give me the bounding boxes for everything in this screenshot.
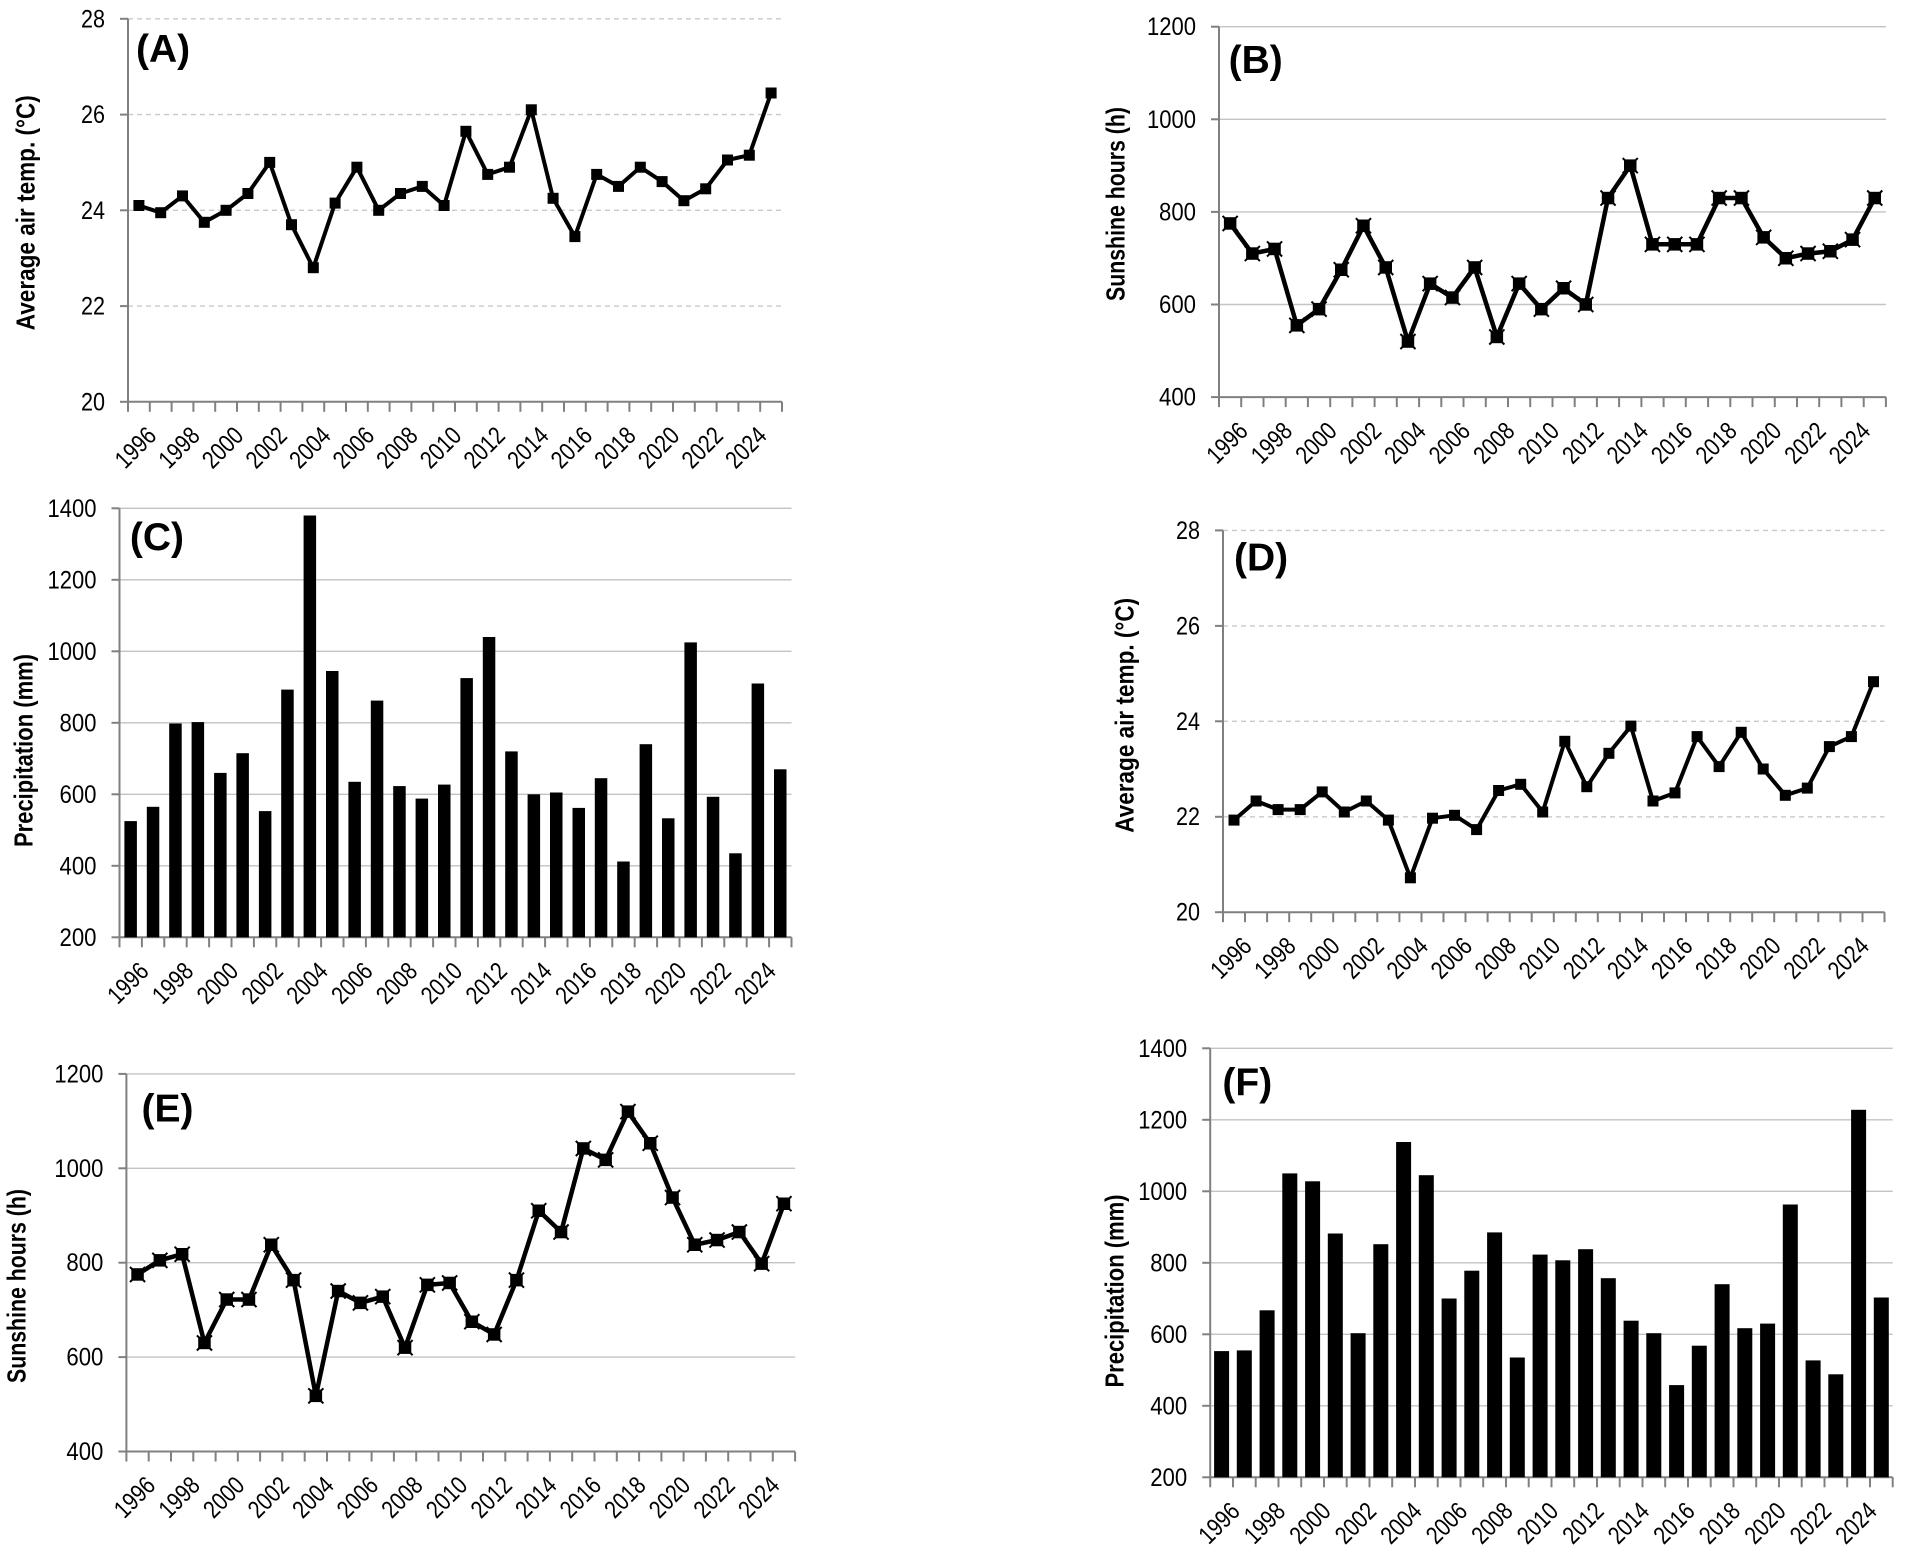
svg-text:(B): (B)	[1229, 39, 1283, 82]
svg-text:1200: 1200	[1147, 13, 1196, 41]
svg-text:400: 400	[66, 1438, 103, 1466]
svg-text:Precipitation (mm): Precipitation (mm)	[9, 654, 39, 847]
svg-text:28: 28	[81, 5, 105, 33]
svg-text:1400: 1400	[48, 495, 97, 523]
svg-text:Average air temp. (°C): Average air temp. (°C)	[1110, 598, 1140, 833]
svg-text:1200: 1200	[48, 566, 97, 594]
svg-text:1200: 1200	[1138, 1106, 1187, 1134]
svg-text:600: 600	[60, 781, 97, 809]
svg-text:(A): (A)	[136, 28, 190, 71]
svg-text:200: 200	[60, 924, 97, 952]
svg-text:400: 400	[1150, 1392, 1187, 1420]
svg-text:1000: 1000	[48, 638, 97, 666]
svg-text:600: 600	[1159, 291, 1196, 319]
svg-text:1000: 1000	[54, 1155, 103, 1183]
svg-text:(C): (C)	[130, 516, 184, 559]
svg-text:(E): (E)	[142, 1088, 194, 1131]
svg-text:1000: 1000	[1147, 106, 1196, 134]
svg-text:600: 600	[66, 1344, 103, 1372]
svg-text:26: 26	[1176, 612, 1200, 640]
svg-text:Sunshine hours (h): Sunshine hours (h)	[2, 1189, 32, 1383]
svg-text:Precipitation (mm): Precipitation (mm)	[1100, 1195, 1130, 1388]
svg-text:(F): (F)	[1222, 1061, 1272, 1104]
svg-text:600: 600	[1150, 1321, 1187, 1349]
svg-text:20: 20	[1176, 899, 1200, 927]
svg-text:800: 800	[66, 1249, 103, 1277]
svg-text:22: 22	[81, 293, 105, 321]
svg-text:800: 800	[1150, 1249, 1187, 1277]
svg-text:22: 22	[1176, 803, 1200, 831]
svg-text:400: 400	[60, 852, 97, 880]
svg-text:200: 200	[1150, 1464, 1187, 1492]
svg-text:(D): (D)	[1234, 537, 1288, 580]
svg-text:Average air temp. (°C): Average air temp. (°C)	[10, 95, 40, 330]
svg-text:1000: 1000	[1138, 1178, 1187, 1206]
svg-text:800: 800	[60, 709, 97, 737]
svg-text:800: 800	[1159, 198, 1196, 226]
svg-text:1200: 1200	[54, 1060, 103, 1088]
svg-text:20: 20	[81, 388, 105, 416]
svg-text:28: 28	[1176, 517, 1200, 545]
svg-text:24: 24	[81, 197, 105, 225]
svg-text:400: 400	[1159, 384, 1196, 412]
svg-text:Sunshine hours (h): Sunshine hours (h)	[1100, 107, 1130, 301]
svg-text:1400: 1400	[1138, 1035, 1187, 1063]
svg-text:26: 26	[81, 101, 105, 129]
svg-text:24: 24	[1176, 708, 1200, 736]
